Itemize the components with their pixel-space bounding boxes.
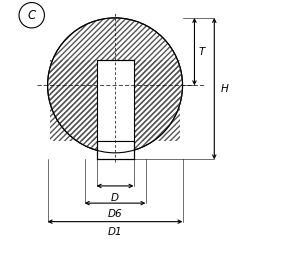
Text: D: D xyxy=(111,193,119,202)
Circle shape xyxy=(19,3,45,28)
Text: C: C xyxy=(28,9,36,22)
Text: D1: D1 xyxy=(108,227,123,238)
Bar xyxy=(50,60,97,141)
Bar xyxy=(97,141,134,159)
Circle shape xyxy=(48,18,182,153)
Bar xyxy=(97,60,134,141)
Bar xyxy=(134,60,180,141)
Text: D6: D6 xyxy=(108,209,123,219)
Text: H: H xyxy=(221,84,229,94)
Text: T: T xyxy=(198,47,205,57)
